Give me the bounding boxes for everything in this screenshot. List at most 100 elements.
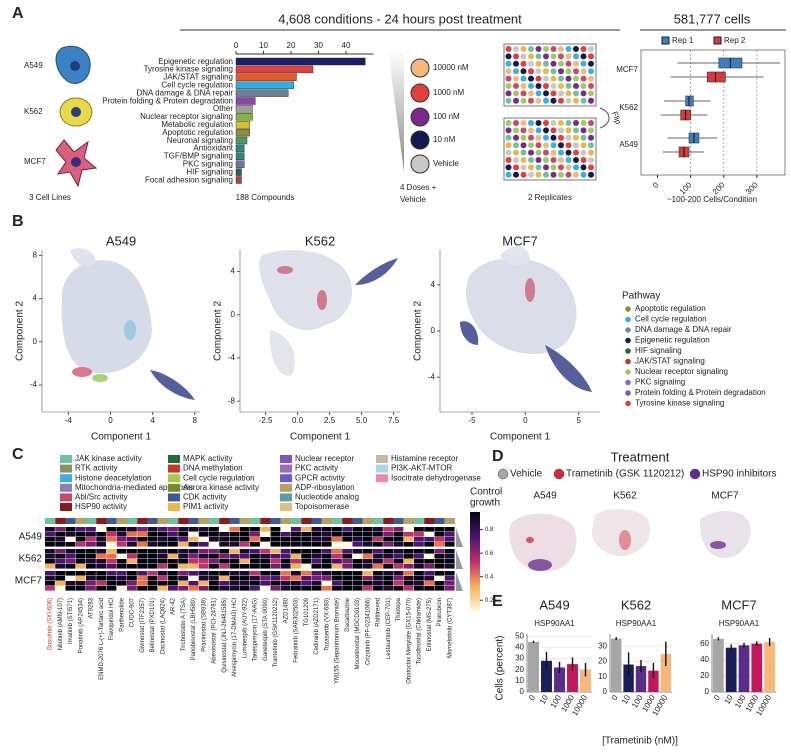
heatmap-cell [270,581,281,586]
x-tick-label: 5 [576,416,581,425]
bar [635,666,647,692]
heatmap-cell [209,537,219,542]
plate-well [573,53,579,60]
plate-well [588,142,594,149]
heatmap-cell [362,576,373,581]
plate-well [520,60,527,67]
heatmap-cell [116,527,127,532]
heatmap-cell [383,559,394,564]
heatmap-cell [209,559,219,564]
plot-title: A549 [106,233,136,248]
plate-well [558,120,564,126]
category-strip [239,518,250,524]
legend-swatch [713,36,722,45]
heatmap-cell [373,549,383,554]
heatmap-cell [260,537,271,542]
label: Flip [610,110,623,126]
plate-well [543,60,549,67]
heatmap-cell [219,537,230,542]
compound-label: Trametinib (GSK1120212) [273,598,279,667]
heatmap-cell [137,537,148,542]
label: 188 Compounds [236,193,295,202]
heatmap-cell [444,542,455,547]
heatmap-cell [270,571,281,576]
plate-well [580,164,587,171]
heatmap-cell [321,576,332,581]
colorbar-tick-label: 0.6 [485,551,494,557]
heatmap-cell [362,532,373,537]
heatmap-cell [229,571,240,576]
plate-well [535,60,542,67]
bar [567,664,578,692]
heatmap-cell [393,554,404,559]
heatmap-cell [116,581,127,586]
heatmap-cell [311,559,322,564]
heatmap-cell [250,576,260,581]
heatmap-cell [86,532,96,537]
heatmap-cell [168,549,178,554]
legend-label: HIF signaling [635,346,682,355]
colorbar [470,512,480,612]
heatmap-cell [86,564,96,569]
dose-wedge [456,528,463,547]
category-strip [137,518,148,524]
compound-label: Alvespimycin (17-DMAG) HCl [232,598,238,677]
heatmap-cell [403,537,414,542]
label: 3 Cell Lines [29,193,71,202]
category-strip [198,518,209,524]
heatmap-cell [168,537,178,542]
heatmap-cell [65,564,76,569]
heatmap-cell [168,532,178,537]
heatmap-cell [65,532,76,537]
heatmap-cell [55,581,66,586]
plate-well [565,120,572,126]
heatmap-cell [250,542,260,547]
compound-label: Tanespimycin (17-AAG) [253,598,259,661]
legend-swatch [280,483,292,492]
bar [235,81,294,89]
heatmap-cell [55,554,66,559]
heatmap-cell [383,537,394,542]
heatmap-cell [352,537,363,542]
heatmap-cell [96,559,107,564]
heatmap-cell [260,532,271,537]
title: 581,777 cells [674,11,751,26]
heatmap-cell [96,549,107,554]
heatmap-cell [311,527,322,532]
plate-well [558,60,564,67]
category-strip [65,518,76,524]
legend-label: Protein folding & Protein degradation [635,388,766,397]
plate-well [543,171,549,178]
heatmap-cell [157,554,168,559]
heatmap-cell [209,564,219,569]
heatmap-cell [383,527,394,532]
heatmap-cell [157,532,168,537]
heatmap-cell [362,559,373,564]
heatmap-cell [424,571,435,576]
heatmap-cell [444,549,455,554]
heatmap-cell [291,537,301,542]
category-strip [342,518,353,524]
axis-label: Cells (percent) [495,635,506,700]
heatmap-cell [127,576,137,581]
heatmap-cell [342,586,353,591]
bar [235,120,250,129]
legend-swatch [168,464,180,473]
heatmap-cell [373,532,383,537]
heatmap-cell [301,549,312,554]
heatmap-cell [168,527,178,532]
plate-well [565,171,572,178]
heatmap-cell [229,581,240,586]
x-tick-label: -4 [65,416,73,425]
plate-well [550,60,557,67]
plate-well [580,149,587,156]
y-tick-label: 0 [520,687,525,696]
heatmap-cell [352,581,363,586]
plate-well [513,164,519,171]
category-strip [147,518,158,524]
heatmap-cell [198,571,209,576]
heatmap-cell [65,542,76,547]
compound-label: Givinostat (ITF2357) [140,598,146,653]
heatmap-cell [106,576,117,581]
plate-well [543,164,549,171]
